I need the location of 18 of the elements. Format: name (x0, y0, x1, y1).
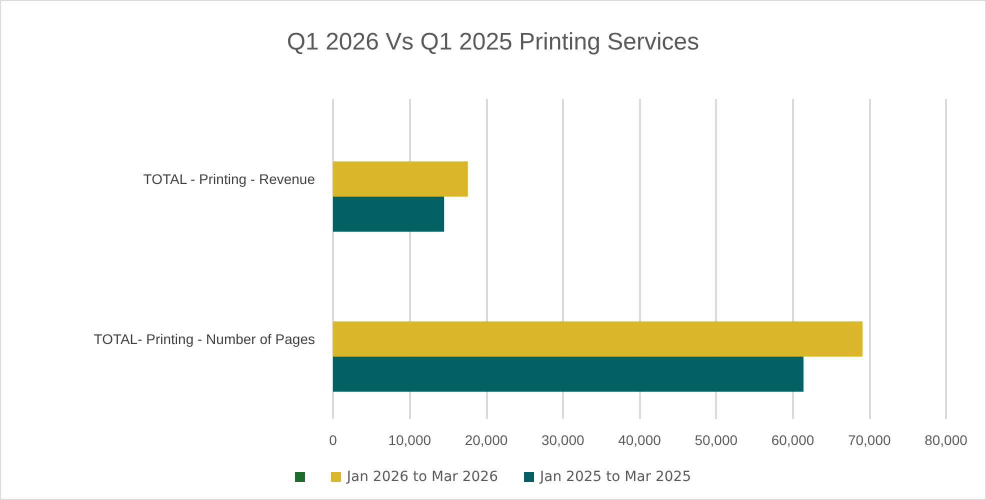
legend-label: Jan 2026 to Mar 2026 (346, 469, 498, 485)
x-tick-label: 30,000 (541, 432, 584, 448)
x-tick-label: 80,000 (924, 432, 968, 448)
bar (333, 321, 862, 357)
legend-label: Jan 2025 to Mar 2025 (540, 469, 692, 485)
chart-title: Q1 2026 Vs Q1 2025 Printing Services (286, 28, 700, 56)
y-tick-label: TOTAL - Printing - Revenue (143, 171, 316, 187)
y-tick-label: TOTAL- Printing - Number of Pages (94, 331, 315, 347)
bar (333, 161, 468, 197)
bar (333, 196, 444, 232)
x-tick-label: 20,000 (464, 432, 508, 448)
x-tick-label: 10,000 (388, 432, 432, 448)
x-tick-label: 0 (329, 432, 338, 448)
x-tick-label: 60,000 (771, 432, 814, 448)
x-tick-label: 40,000 (618, 432, 662, 448)
x-tick-label: 70,000 (848, 432, 891, 448)
bar (333, 356, 804, 392)
x-tick-label: 50,000 (694, 432, 738, 448)
